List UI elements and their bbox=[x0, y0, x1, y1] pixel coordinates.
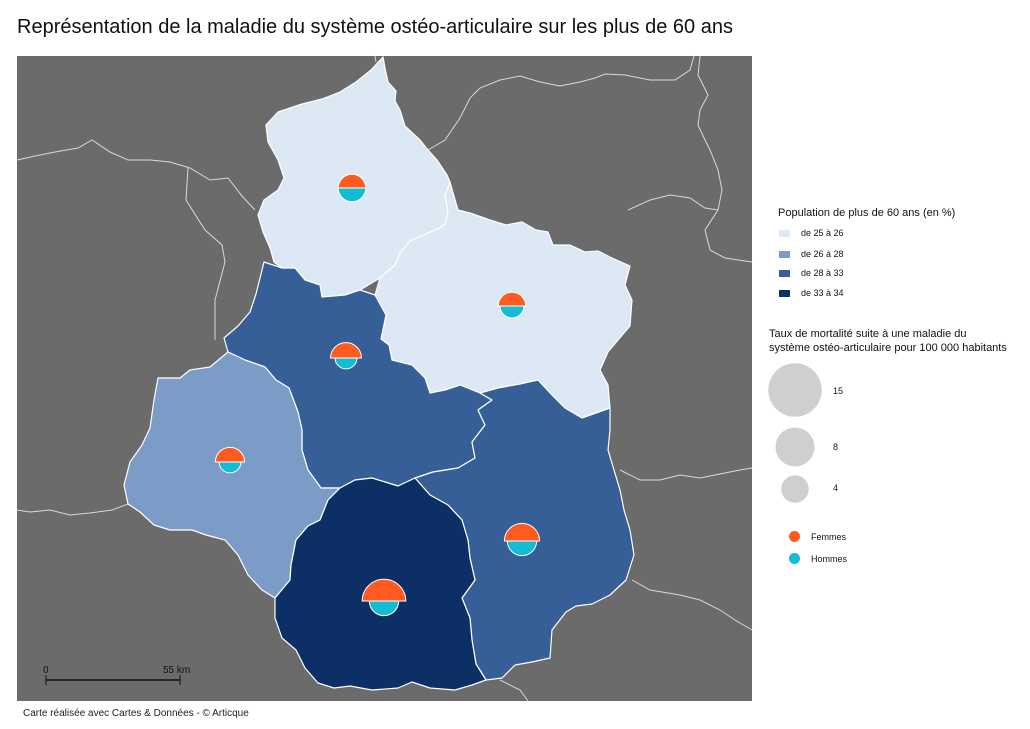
bubble-legend-circle-15 bbox=[768, 363, 822, 417]
scale-bar: 0 55 km bbox=[43, 665, 190, 685]
population-class-label-1: de 25 à 26 bbox=[801, 228, 844, 238]
femmes-half-south bbox=[361, 578, 407, 602]
mortality-legend-title-line2: système ostéo-articulaire pour 100 000 h… bbox=[769, 342, 1007, 354]
femmes-half-west bbox=[214, 446, 246, 463]
legend-hommes: Hommes bbox=[789, 553, 847, 564]
hommes-label: Hommes bbox=[811, 553, 848, 564]
population-class-4: de 33 à 34 bbox=[779, 287, 844, 299]
bubble-size-legend bbox=[768, 363, 822, 503]
population-class-1: de 25 à 26 bbox=[779, 227, 844, 239]
scale-start-label: 0 bbox=[43, 665, 49, 676]
femmes-dot-icon bbox=[789, 531, 800, 542]
population-class-label-3: de 28 à 33 bbox=[801, 268, 844, 278]
mortality-legend-title-line1: Taux de mortalité suite à une maladie du bbox=[769, 328, 967, 340]
hommes-half-north bbox=[337, 187, 367, 203]
hommes-half-south bbox=[368, 600, 400, 617]
femmes-half-northeast bbox=[497, 291, 527, 307]
femmes-label: Femmes bbox=[811, 531, 847, 542]
hommes-half-northeast bbox=[499, 305, 525, 319]
hommes-half-west bbox=[218, 461, 242, 474]
population-class-3: de 28 à 33 bbox=[779, 267, 844, 279]
femmes-half-southeast bbox=[503, 522, 541, 542]
map-title: Représentation de la maladie du système … bbox=[17, 16, 733, 38]
bubble-legend-label-8: 8 bbox=[833, 442, 839, 452]
hommes-dot-icon bbox=[789, 553, 800, 564]
legend-femmes: Femmes bbox=[789, 531, 846, 542]
bubble-legend-label-15: 15 bbox=[833, 386, 844, 396]
population-legend-title: Population de plus de 60 ans (en %) bbox=[778, 207, 956, 219]
population-class-2: de 26 à 28 bbox=[779, 248, 844, 260]
hommes-half-center bbox=[334, 357, 358, 370]
population-swatch-4 bbox=[779, 289, 790, 297]
hommes-half-southeast bbox=[506, 540, 538, 557]
population-class-label-4: de 33 à 34 bbox=[801, 288, 844, 298]
population-swatch-1 bbox=[779, 229, 790, 237]
neighbour-borders bbox=[16, 55, 753, 702]
femmes-half-center bbox=[330, 342, 362, 359]
population-swatch-2 bbox=[779, 250, 790, 258]
mortality-symbols bbox=[214, 173, 541, 617]
population-class-label-2: de 26 à 28 bbox=[801, 249, 844, 259]
bubble-legend-label-4: 4 bbox=[833, 483, 839, 493]
credit-text: Carte réalisée avec Cartes & Données - ©… bbox=[23, 708, 249, 719]
femmes-half-north bbox=[337, 173, 367, 189]
scale-end-label: 55 km bbox=[163, 665, 190, 676]
bubble-legend-circle-8 bbox=[775, 427, 815, 467]
population-swatch-3 bbox=[779, 269, 790, 277]
bubble-legend-circle-4 bbox=[781, 475, 809, 503]
